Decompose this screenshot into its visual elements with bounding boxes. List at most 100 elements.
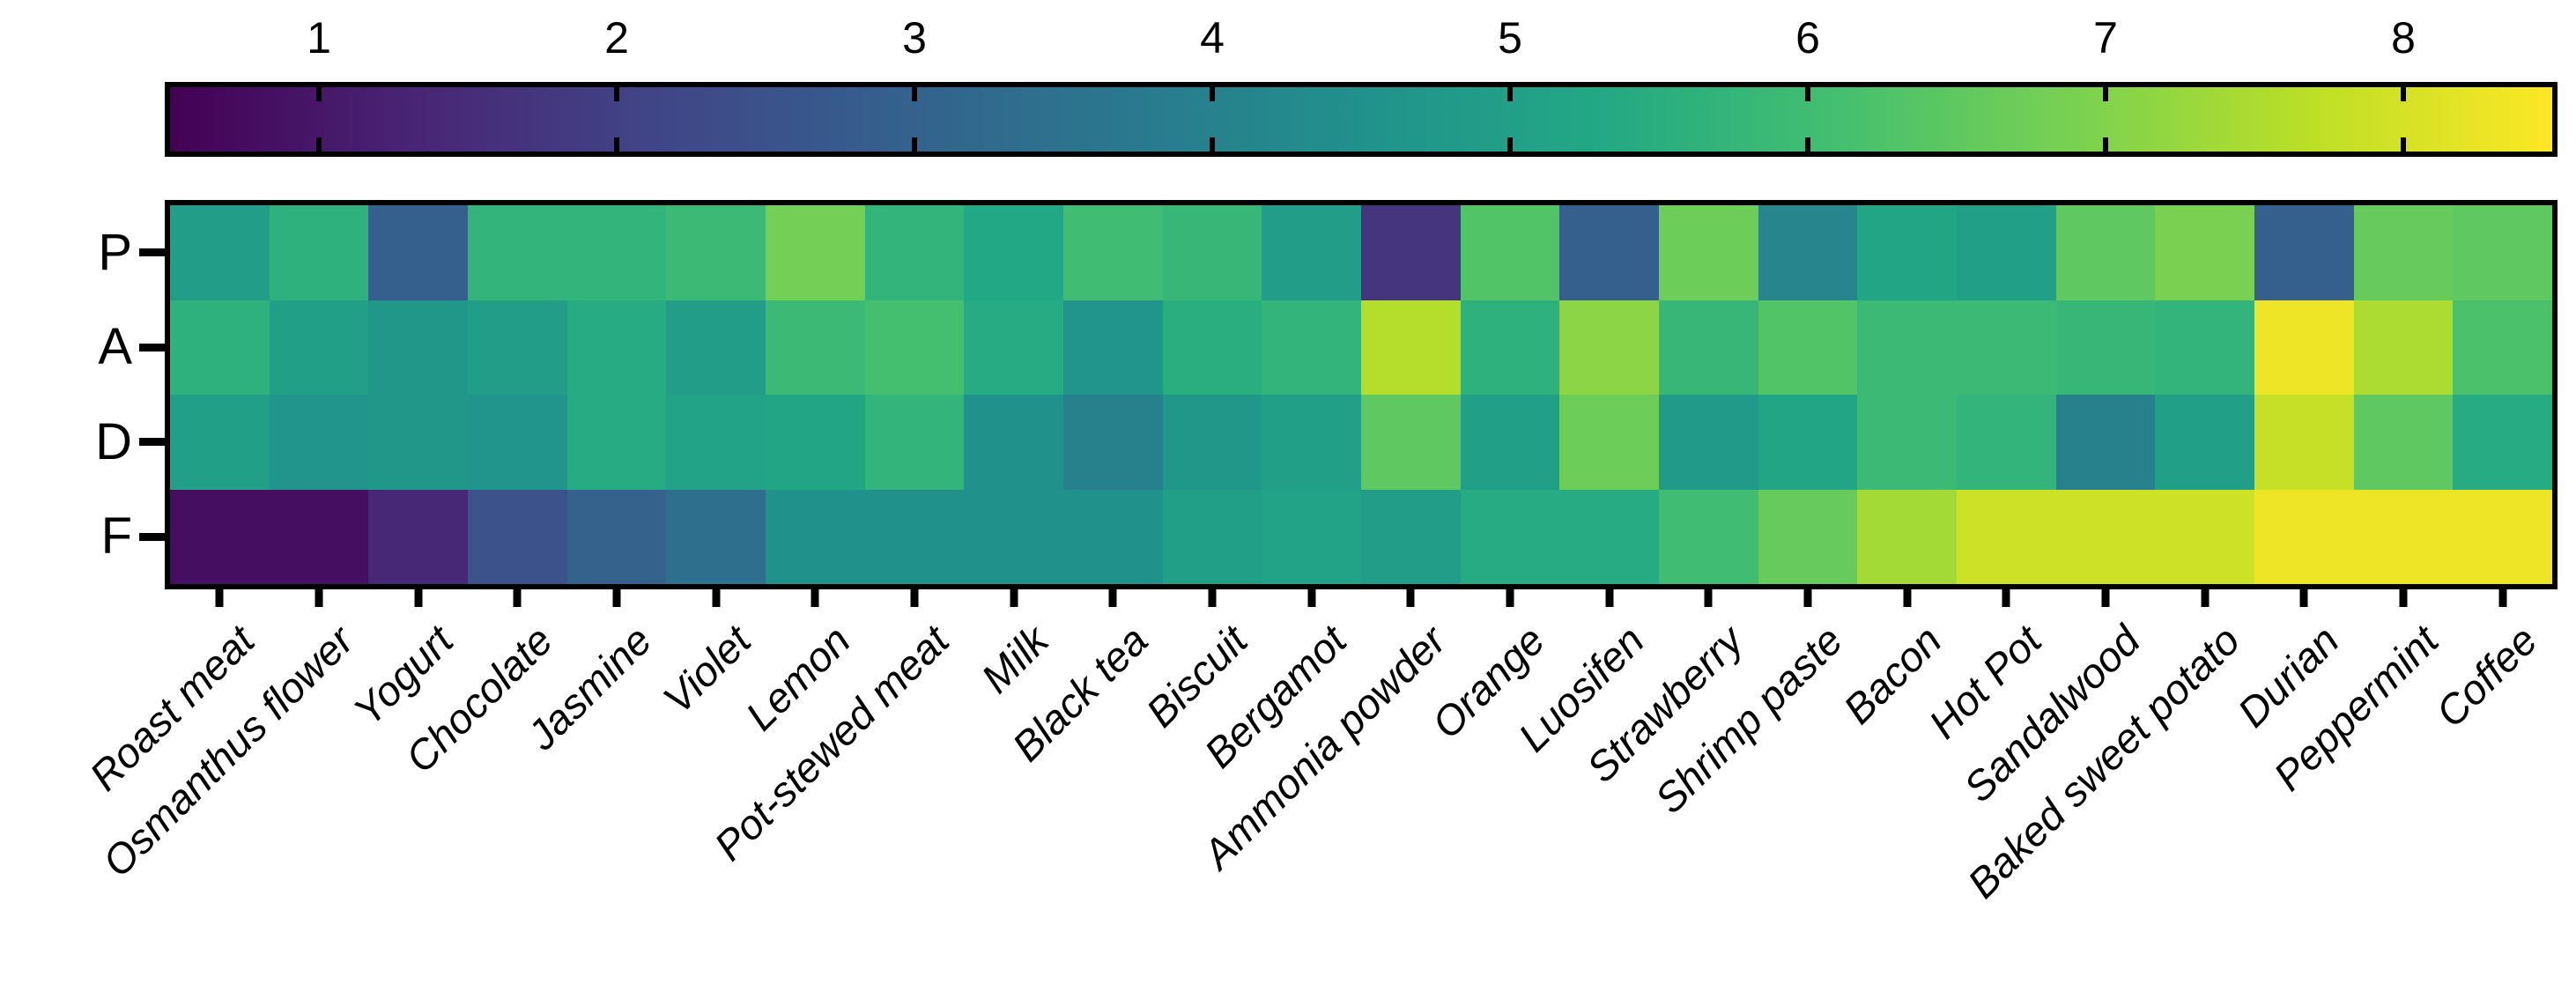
x-axis-tick-mark bbox=[811, 584, 819, 607]
heatmap-cell bbox=[170, 300, 270, 396]
x-axis-tick-mark bbox=[2002, 584, 2010, 607]
heatmap-cell bbox=[566, 489, 668, 585]
heatmap-cell bbox=[1262, 395, 1362, 491]
y-axis-label: D bbox=[95, 412, 132, 470]
heatmap-cell bbox=[1262, 489, 1362, 585]
x-axis-tick-mark bbox=[1208, 584, 1217, 607]
x-axis-tick-mark bbox=[1803, 584, 1812, 607]
heatmap-cell bbox=[2453, 300, 2553, 396]
x-axis-tick-mark bbox=[2299, 584, 2308, 607]
heatmap-cell bbox=[269, 395, 370, 491]
colorbar-tick-mark bbox=[614, 137, 619, 152]
heatmap-cell bbox=[666, 395, 766, 491]
x-axis-tick-mark bbox=[1406, 584, 1415, 607]
heatmap-cell bbox=[2254, 395, 2355, 491]
x-axis-tick-mark bbox=[1010, 584, 1018, 607]
y-axis-label: A bbox=[98, 318, 132, 376]
x-axis-tick-mark bbox=[2101, 584, 2110, 607]
heatmap-cell bbox=[2353, 205, 2454, 301]
heatmap-cell bbox=[766, 489, 866, 585]
heatmap-cell bbox=[1758, 300, 1859, 396]
heatmap-cell bbox=[1957, 205, 2057, 301]
heatmap-cell bbox=[1957, 489, 2057, 585]
x-axis-tick-mark bbox=[2399, 584, 2408, 607]
heatmap-cell bbox=[1460, 489, 1561, 585]
x-axis-tick-mark bbox=[1108, 584, 1117, 607]
heatmap-cell bbox=[2055, 300, 2157, 396]
heatmap-cell bbox=[566, 395, 668, 491]
x-axis-tick-mark bbox=[414, 584, 423, 607]
heatmap-cell bbox=[368, 395, 469, 491]
heatmap-cell bbox=[666, 300, 766, 396]
y-axis-tick-mark bbox=[139, 438, 169, 447]
x-axis-tick-mark bbox=[1605, 584, 1614, 607]
colorbar-tick-mark bbox=[1210, 87, 1215, 101]
heatmap-cell bbox=[2453, 489, 2553, 585]
x-axis-tick-mark bbox=[612, 584, 621, 607]
colorbar-tick-mark bbox=[316, 87, 322, 101]
heatmap-cell bbox=[2055, 205, 2157, 301]
colorbar-tick-label: 7 bbox=[2093, 13, 2118, 63]
colorbar-tick-mark bbox=[316, 137, 322, 152]
colorbar-tick-mark bbox=[2103, 137, 2108, 152]
x-axis-tick-mark bbox=[1307, 584, 1316, 607]
y-axis-tick-mark bbox=[139, 532, 169, 541]
heatmap-cell bbox=[1361, 205, 1462, 301]
colorbar-tick-mark bbox=[1210, 137, 1215, 152]
heatmap-cell bbox=[1857, 300, 1958, 396]
heatmap-cell bbox=[1758, 205, 1859, 301]
x-axis-tick-mark bbox=[1506, 584, 1514, 607]
y-axis-tick-mark bbox=[139, 343, 169, 352]
heatmap-cell bbox=[1758, 395, 1859, 491]
colorbar-tick-label: 4 bbox=[1200, 13, 1225, 63]
heatmap-cell bbox=[170, 395, 270, 491]
heatmap-cell bbox=[1162, 395, 1263, 491]
colorbar-tick-label: 1 bbox=[307, 13, 331, 63]
heatmap-cell bbox=[766, 300, 866, 396]
heatmap-cell bbox=[170, 205, 270, 301]
heatmap-cell bbox=[2353, 395, 2454, 491]
heatmap-cell bbox=[1063, 489, 1164, 585]
heatmap-cell bbox=[1063, 395, 1164, 491]
colorbar-tick-label: 3 bbox=[902, 13, 927, 63]
heatmap-cell bbox=[269, 300, 370, 396]
x-axis-tick-mark bbox=[513, 584, 522, 607]
y-axis-tick-mark bbox=[139, 248, 169, 257]
colorbar-tick-mark bbox=[2401, 87, 2406, 101]
heatmap-cell bbox=[864, 300, 966, 396]
heatmap-cell bbox=[1162, 489, 1263, 585]
heatmap-cell bbox=[766, 205, 866, 301]
y-axis-label: F bbox=[100, 507, 132, 566]
heatmap-cell bbox=[766, 395, 866, 491]
heatmap-cell bbox=[170, 489, 270, 585]
heatmap-cell bbox=[2254, 489, 2355, 585]
heatmap-cell bbox=[964, 489, 1064, 585]
colorbar-tick-mark bbox=[1805, 87, 1810, 101]
heatmap-cell bbox=[1659, 489, 1759, 585]
heatmap-cell bbox=[964, 205, 1064, 301]
heatmap-cell bbox=[1460, 205, 1561, 301]
heatmap-cell bbox=[368, 205, 469, 301]
heatmap-cell bbox=[1262, 300, 1362, 396]
heatmap-cell bbox=[468, 489, 568, 585]
heatmap-cell bbox=[964, 300, 1064, 396]
colorbar-tick-mark bbox=[1507, 87, 1513, 101]
heatmap-cell bbox=[1659, 395, 1759, 491]
heatmap-cell bbox=[1559, 395, 1660, 491]
x-axis-tick-mark bbox=[215, 584, 224, 607]
x-axis-tick-mark bbox=[315, 584, 323, 607]
heatmap-cell bbox=[2353, 489, 2454, 585]
heatmap-cell bbox=[1957, 300, 2057, 396]
heatmap-cell bbox=[1559, 489, 1660, 585]
heatmap-cell bbox=[566, 300, 668, 396]
heatmap-cell bbox=[1063, 300, 1164, 396]
colorbar-tick-label: 6 bbox=[1795, 13, 1820, 63]
heatmap-cell bbox=[1559, 300, 1660, 396]
heatmap-cell bbox=[1262, 205, 1362, 301]
heatmap-cell bbox=[1361, 300, 1462, 396]
heatmap-cell bbox=[1857, 489, 1958, 585]
heatmap-cell bbox=[2453, 395, 2553, 491]
heatmap-cell bbox=[1460, 300, 1561, 396]
x-axis-tick-mark bbox=[2201, 584, 2210, 607]
